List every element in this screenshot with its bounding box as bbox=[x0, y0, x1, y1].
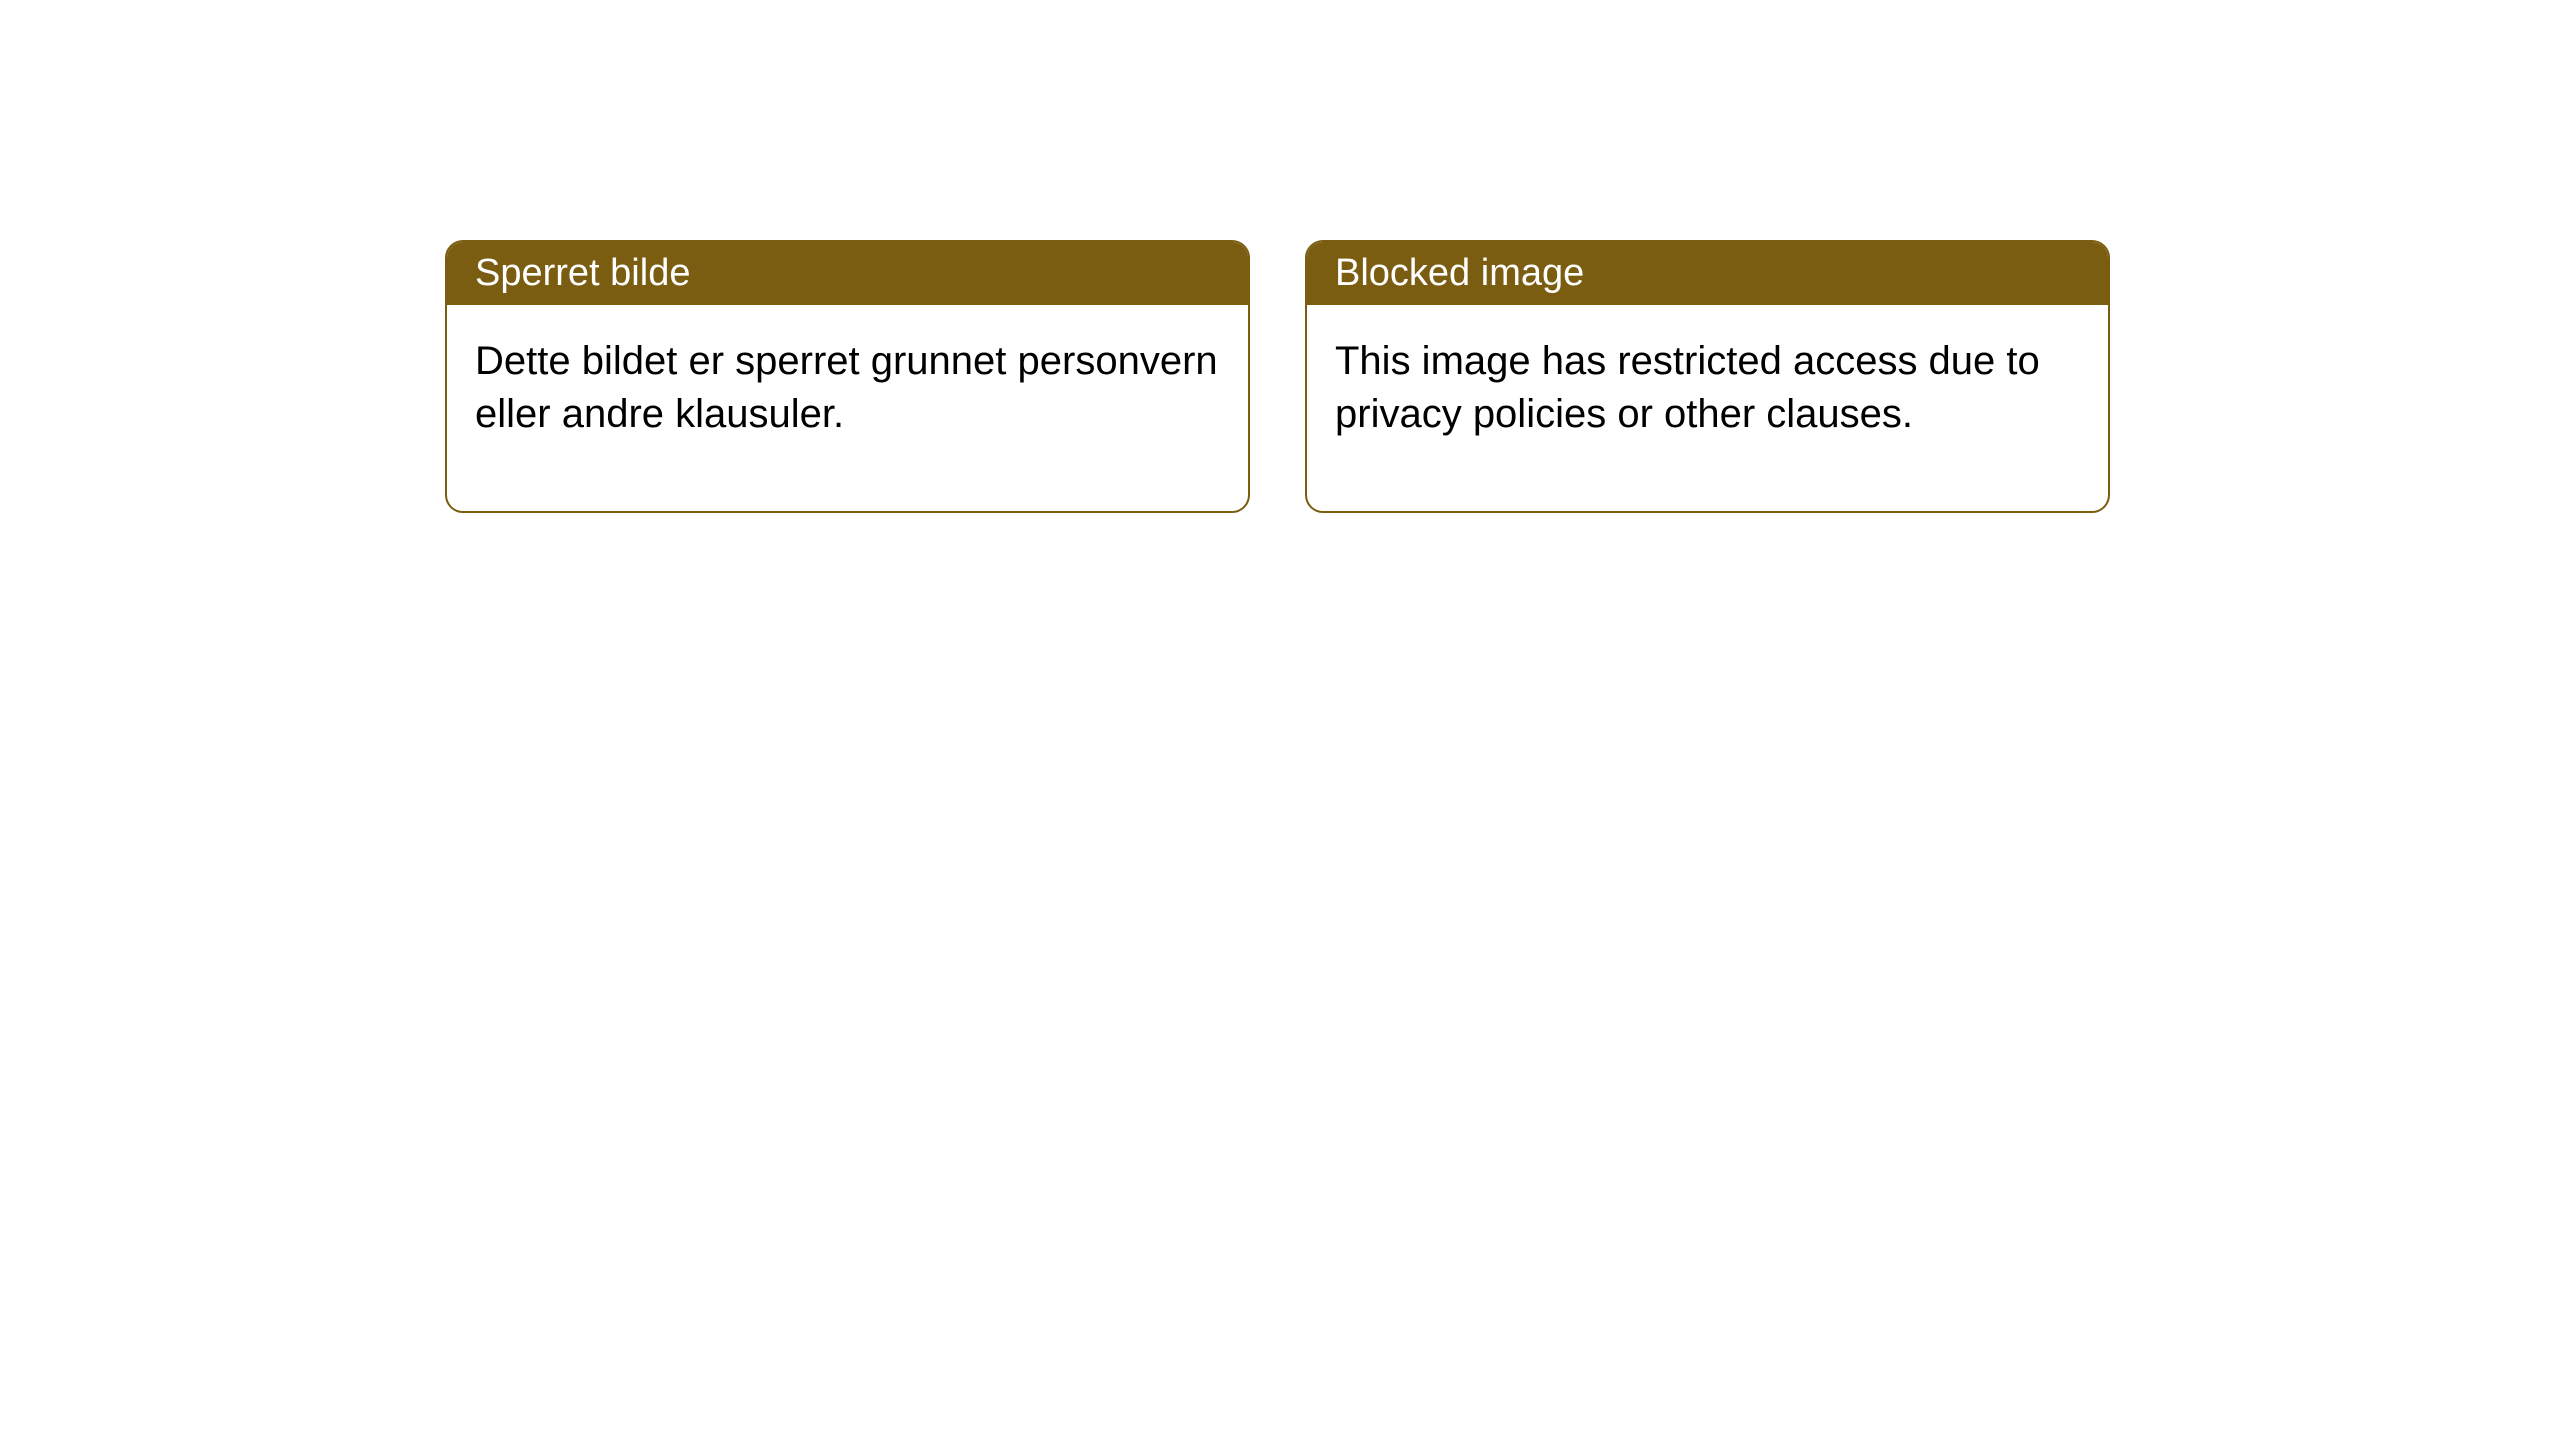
notice-title: Blocked image bbox=[1307, 242, 2108, 305]
notice-card-english: Blocked image This image has restricted … bbox=[1305, 240, 2110, 513]
notice-container: Sperret bilde Dette bildet er sperret gr… bbox=[445, 240, 2110, 513]
notice-body: This image has restricted access due to … bbox=[1307, 305, 2108, 511]
notice-card-norwegian: Sperret bilde Dette bildet er sperret gr… bbox=[445, 240, 1250, 513]
notice-title: Sperret bilde bbox=[447, 242, 1248, 305]
notice-body: Dette bildet er sperret grunnet personve… bbox=[447, 305, 1248, 511]
